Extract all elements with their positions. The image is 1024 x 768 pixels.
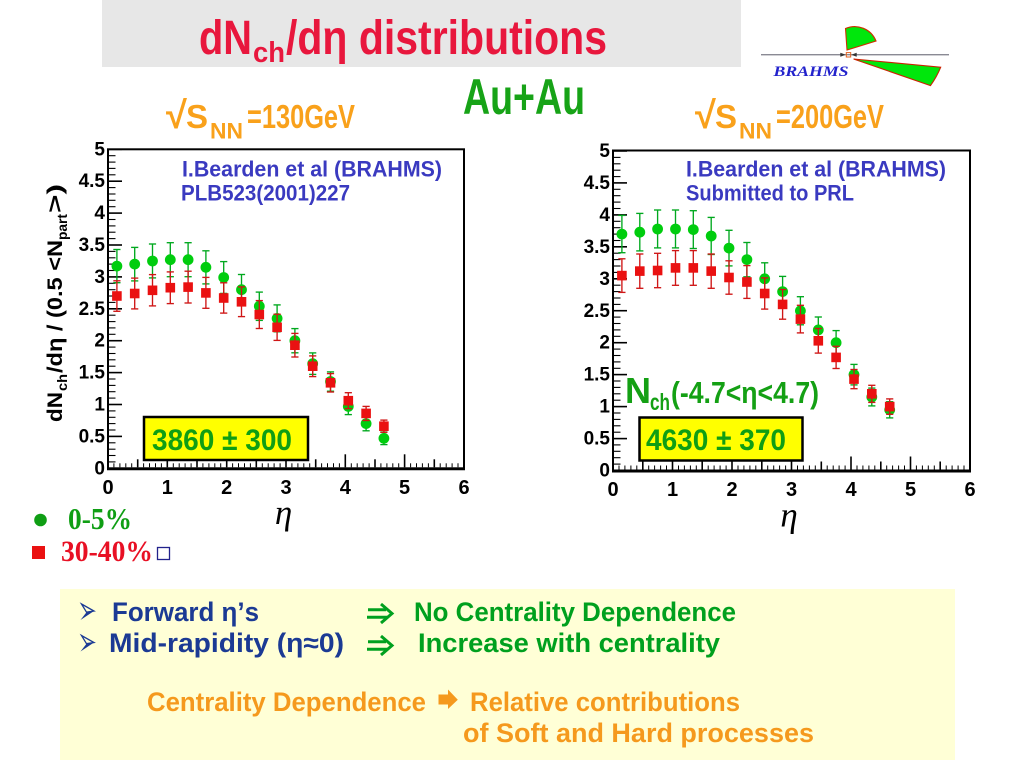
svg-text:4: 4 — [599, 205, 610, 226]
svg-text:of Soft and Hard processes: of Soft and Hard processes — [463, 718, 814, 748]
svg-text:(-4.7<η<4.7): (-4.7<η<4.7) — [671, 375, 819, 410]
svg-text:1: 1 — [599, 397, 610, 418]
svg-text:1.5: 1.5 — [79, 363, 106, 384]
svg-text:η: η — [275, 493, 292, 532]
svg-text:η: η — [780, 496, 797, 535]
svg-text:6: 6 — [458, 477, 469, 499]
svg-text:0: 0 — [94, 458, 105, 479]
svg-text:3860 ± 300: 3860 ± 300 — [152, 424, 292, 457]
svg-text:1: 1 — [162, 477, 173, 499]
svg-text:N: N — [625, 370, 651, 411]
svg-text:5: 5 — [94, 139, 105, 160]
svg-text:1.5: 1.5 — [584, 365, 611, 386]
svg-text:0: 0 — [599, 461, 610, 482]
svg-text:4: 4 — [340, 477, 352, 499]
svg-text:0.5: 0.5 — [584, 429, 611, 450]
svg-text:2.5: 2.5 — [584, 301, 611, 322]
svg-text:PLB523(2001)227: PLB523(2001)227 — [181, 181, 350, 206]
svg-text:3: 3 — [599, 269, 610, 290]
svg-text:ch: ch — [253, 37, 285, 69]
svg-text:part: part — [54, 214, 70, 240]
svg-text:No Centrality Dependence: No Centrality Dependence — [414, 597, 736, 627]
svg-text:5: 5 — [399, 477, 410, 499]
svg-text:/dη distributions: /dη distributions — [286, 11, 607, 65]
svg-text:Au+Au: Au+Au — [463, 68, 585, 125]
svg-text:BRAHMS: BRAHMS — [772, 64, 848, 80]
svg-text:NN: NN — [210, 119, 243, 144]
svg-text:>): >) — [44, 184, 67, 213]
svg-text:4.5: 4.5 — [584, 173, 611, 194]
svg-text:I.Bearden et al (BRAHMS): I.Bearden et al (BRAHMS) — [182, 157, 442, 182]
svg-text:0.5: 0.5 — [79, 426, 106, 447]
svg-text:4: 4 — [94, 203, 105, 224]
svg-text:3: 3 — [786, 479, 797, 501]
svg-text:√: √ — [695, 95, 716, 137]
svg-text:Centrality Dependence: Centrality Dependence — [147, 687, 426, 717]
svg-text:0-5%: 0-5% — [68, 501, 132, 536]
svg-text:Forward η’s: Forward η’s — [112, 597, 259, 627]
svg-text:0: 0 — [607, 479, 618, 501]
svg-text:4630 ± 370: 4630 ± 370 — [646, 424, 786, 457]
svg-text:S: S — [186, 98, 208, 135]
svg-text:30-40%: 30-40% — [61, 535, 153, 568]
svg-text:1: 1 — [94, 395, 105, 416]
svg-text:3: 3 — [280, 477, 291, 499]
svg-text:Increase with centrality: Increase with centrality — [418, 628, 720, 658]
svg-text:2: 2 — [599, 333, 610, 354]
svg-text:S: S — [715, 98, 737, 135]
svg-text:2: 2 — [726, 479, 737, 501]
svg-text:1: 1 — [667, 479, 678, 501]
svg-text:2: 2 — [94, 331, 105, 352]
svg-text:=200GeV: =200GeV — [776, 98, 884, 135]
svg-text:4: 4 — [845, 479, 857, 501]
svg-text:√: √ — [166, 95, 187, 137]
svg-text:dN: dN — [44, 392, 67, 422]
svg-text:Relative contributions: Relative contributions — [470, 687, 740, 717]
svg-text:3.5: 3.5 — [79, 235, 106, 256]
svg-text:dN: dN — [199, 11, 252, 65]
svg-text:ch: ch — [54, 374, 70, 391]
svg-text:4.5: 4.5 — [79, 171, 106, 192]
svg-text:I.Bearden et al (BRAHMS): I.Bearden et al (BRAHMS) — [686, 157, 946, 182]
svg-text:2: 2 — [221, 477, 232, 499]
svg-text:3.5: 3.5 — [584, 237, 611, 258]
svg-text:NN: NN — [739, 119, 772, 144]
svg-text:5: 5 — [905, 479, 916, 501]
svg-text:Mid-rapidity (η≈0): Mid-rapidity (η≈0) — [109, 628, 344, 658]
svg-text:6: 6 — [964, 479, 975, 501]
svg-text:0: 0 — [102, 477, 113, 499]
svg-text:=130GeV: =130GeV — [247, 98, 355, 135]
svg-text:Submitted to PRL: Submitted to PRL — [686, 181, 854, 206]
svg-text:3: 3 — [94, 267, 105, 288]
svg-text:ch: ch — [650, 389, 670, 415]
svg-text:2.5: 2.5 — [79, 299, 106, 320]
svg-text:/dη / (0.5 <N: /dη / (0.5 <N — [44, 240, 67, 373]
svg-text:5: 5 — [599, 141, 610, 162]
